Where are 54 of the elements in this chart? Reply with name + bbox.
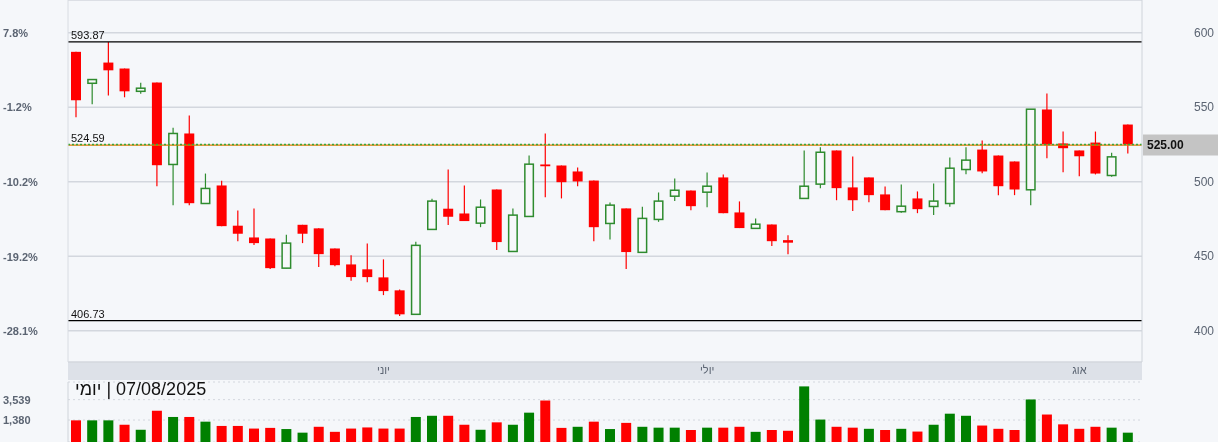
ref-line-label: 525.00 [1147, 137, 1185, 152]
candlestick [653, 191, 664, 223]
candlestick [103, 41, 114, 97]
candlestick [362, 242, 373, 283]
y-tick-label: 600 [1193, 25, 1215, 40]
ref-line-label: 593.87 [71, 28, 105, 41]
y-tick-label: 550 [1193, 100, 1215, 115]
x-tick-label: יוני [377, 363, 390, 376]
ref-line-label: 524.59 [71, 132, 105, 145]
candlestick [572, 166, 583, 187]
candlestick [912, 190, 923, 214]
candlestick [249, 207, 259, 246]
y-tick-label: 450 [1193, 249, 1215, 264]
candlestick [896, 183, 907, 214]
candlestick [232, 209, 243, 242]
candlestick [961, 146, 971, 175]
candlestick [928, 182, 939, 216]
y2-tick-label: -28.1% [3, 324, 39, 337]
y2-tick-label: 7.8% [3, 26, 29, 39]
candlestick [119, 67, 130, 98]
x-tick-label: יולי [699, 363, 715, 376]
y2-tick-label: -19.2% [3, 250, 39, 263]
candlestick [1106, 152, 1117, 178]
candlestick [863, 176, 874, 203]
candlestick [847, 155, 858, 212]
candlestick [1122, 123, 1133, 155]
candlestick [200, 172, 211, 205]
candlestick [378, 258, 389, 296]
candlestick [977, 139, 988, 174]
candlestick [475, 198, 486, 228]
candlestick [766, 223, 777, 247]
candlestick [540, 132, 551, 198]
candlestick [87, 78, 98, 105]
candlestick [459, 184, 470, 222]
candlestick [394, 288, 405, 317]
candlestick [799, 149, 810, 200]
candlestick [1074, 149, 1085, 177]
y-tick-label: 1,380 [3, 414, 31, 427]
candlestick [669, 177, 680, 202]
candlestick [605, 201, 615, 240]
candlestick [346, 254, 357, 282]
ref-line-label: 406.73 [71, 307, 105, 320]
y2-tick-label: -10.2% [3, 176, 39, 189]
candlestick [443, 168, 454, 226]
chart-title: 07/08/2025 | יומי [75, 379, 207, 399]
y-tick-label: 3,539 [3, 393, 31, 406]
y2-tick-label: -1.2% [3, 101, 32, 114]
candlestick [734, 200, 745, 229]
x-tick-label: אוג [1072, 363, 1087, 376]
y-tick-label: 400 [1193, 323, 1215, 338]
candlestick [702, 171, 713, 208]
y-tick-label: 500 [1193, 174, 1215, 189]
candlestick [783, 234, 793, 255]
candlestick [556, 164, 567, 200]
